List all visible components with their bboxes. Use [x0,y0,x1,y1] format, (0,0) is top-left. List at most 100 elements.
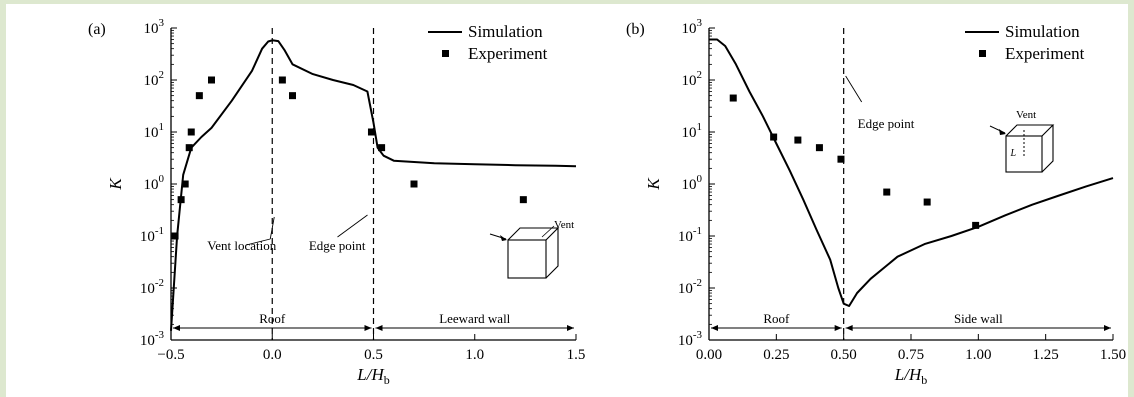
inset-cube-side [1041,125,1054,173]
inset-length-label: L [1009,148,1016,159]
y-tick-label: 10-3 [678,329,703,349]
annotation-leader [337,214,368,238]
y-tick-exponent: 2 [697,69,703,81]
y-tick-label: 10-2 [140,277,164,297]
legend-marker-sample [442,50,449,57]
y-tick-base: 10 [678,229,693,245]
annotation-leader [269,216,275,240]
y-tick-exponent: 3 [159,17,165,29]
experiment-marker [378,144,386,152]
y-tick-base: 10 [678,333,693,349]
x-axis-label-subscript: b [921,373,927,387]
y-tick-base: 10 [140,333,155,349]
x-tick-label: 0.00 [696,347,722,363]
x-tick-label: 0.25 [763,347,789,363]
y-tick-exponent: -2 [693,277,702,289]
y-tick-exponent: 0 [159,173,165,185]
region-label: Roof [259,311,286,326]
region-arrow-left [845,325,853,331]
x-tick-label: 0.0 [263,347,282,363]
x-tick-label: 0.5 [364,347,383,363]
y-tick-label: 102 [144,69,165,89]
inset-cube-path [508,239,547,272]
y-tick-exponent: 0 [697,173,703,185]
y-axis-label: K [644,177,663,191]
region-label: Roof [763,311,790,326]
experiment-marker [794,136,802,144]
legend-marker-sample [979,50,986,57]
y-tick-label: 102 [682,69,703,89]
x-tick-label: 1.0 [465,347,484,363]
y-tick-base: 10 [682,177,697,193]
y-tick-exponent: -1 [693,225,702,237]
x-axis-label-text: L/H [894,365,923,384]
experiment-marker [923,198,931,206]
annotation-leader [845,75,863,103]
figure: (a) 10-3 10-2 10-1 100 101 102 103 −0.5 0.0 0.5 1.0… [6,4,1128,397]
region-label: Side wall [954,311,1003,326]
simulation-line [170,39,577,331]
x-tick-label: 0.75 [898,347,924,363]
legend-simulation-label: Simulation [1005,22,1080,41]
experiment-marker [195,92,203,100]
y-tick-exponent: 1 [159,121,165,133]
experiment-marker [410,180,418,188]
y-tick-label: 10-3 [140,329,165,349]
y-tick-base: 10 [682,125,697,141]
x-axis-label: L/Hb [894,365,927,387]
x-tick-label: −0.5 [157,347,184,363]
experiment-marker [837,155,845,163]
experiment-marker [208,76,215,84]
experiment-marker [171,232,179,240]
y-tick-base: 10 [144,125,159,141]
panel-label: (a) [88,21,106,38]
experiment-marker [883,188,891,196]
experiment-marker [177,196,185,204]
experiment-marker [367,128,375,136]
legend-simulation-label: Simulation [468,22,543,41]
simulation-line [709,38,1114,307]
experiment-marker [972,221,980,229]
legend-experiment-label: Experiment [468,44,548,63]
y-tick-base: 10 [140,229,155,245]
inset-vent-leader [541,225,555,238]
experiment-marker [278,76,286,84]
annotation-edge-point: Edge point [309,238,366,253]
inset-cube-side [545,228,559,279]
y-tick-label: 100 [144,173,165,193]
experiment-marker [729,94,737,102]
y-tick-base: 10 [144,177,159,193]
region-label: Leeward wall [439,311,510,326]
y-tick-base: 10 [140,281,155,297]
annotation-leader [246,238,271,246]
inset-vent-label: Vent [554,219,574,231]
y-tick-exponent: 2 [159,69,165,81]
experiment-marker [815,144,823,152]
y-tick-label: 100 [682,173,703,193]
y-tick-exponent: 3 [697,17,703,29]
y-tick-exponent: -3 [155,329,165,341]
inset-cube-top [507,227,560,241]
y-tick-label: 10-2 [678,277,702,297]
x-tick-label: 0.50 [831,347,857,363]
y-tick-label: 103 [682,17,703,37]
y-tick-base: 10 [678,281,693,297]
panel-label: (b) [626,21,645,38]
y-tick-exponent: -1 [155,225,164,237]
y-tick-base: 10 [682,73,697,89]
y-tick-exponent: -3 [693,329,703,341]
y-tick-exponent: -2 [155,277,164,289]
x-axis-label: L/Hb [356,365,389,387]
legend-experiment-label: Experiment [1005,44,1085,63]
inset-wind-arrowhead [500,235,507,241]
experiment-marker [289,92,296,100]
y-tick-label: 10-1 [678,225,702,245]
region-arrow-left [711,325,718,331]
y-tick-base: 10 [682,21,697,37]
region-arrow-right [834,325,842,331]
x-tick-label: 1.00 [965,347,991,363]
annotation-vent-location: Vent location [207,238,276,253]
experiment-marker [185,144,193,152]
inset-vent-label: Vent [1016,109,1036,121]
